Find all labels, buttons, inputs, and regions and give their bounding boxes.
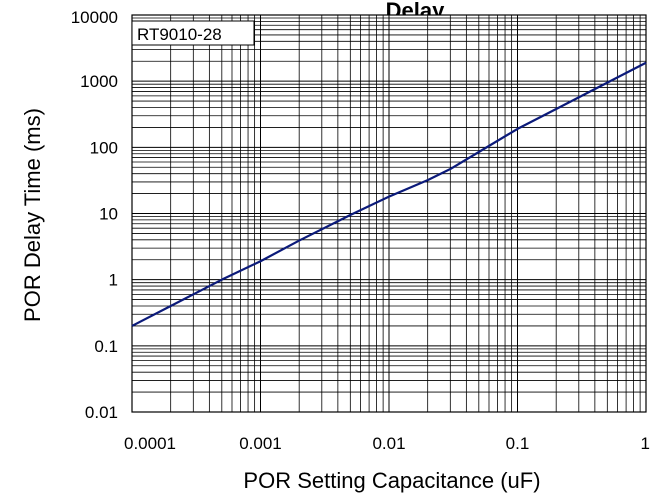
y-tick-label: 1000 bbox=[80, 72, 118, 91]
x-axis-title: POR Setting Capacitance (uF) bbox=[243, 468, 540, 493]
plot-area bbox=[131, 14, 647, 413]
y-tick-label: 1 bbox=[109, 271, 118, 290]
x-tick-label: 0.001 bbox=[239, 434, 282, 453]
y-axis-ticks: 0.01 0.1 1 10 100 1000 10000 bbox=[71, 8, 118, 422]
plot-frame bbox=[131, 14, 647, 413]
y-tick-label: 100 bbox=[90, 138, 118, 157]
device-label: RT9010-28 bbox=[137, 25, 222, 44]
device-label-box: RT9010-28 bbox=[131, 20, 255, 46]
x-axis-ticks: 0.0001 0.001 0.01 0.1 1 bbox=[124, 434, 650, 453]
device-label-frame bbox=[131, 20, 255, 46]
series-line bbox=[131, 61, 647, 327]
y-axis-title: POR Delay Time (ms) bbox=[20, 108, 45, 322]
x-tick-label: 0.01 bbox=[372, 434, 405, 453]
y-tick-label: 10 bbox=[99, 205, 118, 224]
x-tick-label: 0.0001 bbox=[124, 434, 176, 453]
x-tick-label: 0.1 bbox=[506, 434, 530, 453]
x-tick-label: 1 bbox=[641, 434, 650, 453]
y-tick-label: 0.01 bbox=[85, 403, 118, 422]
y-tick-label: 10000 bbox=[71, 8, 118, 27]
y-tick-label: 0.1 bbox=[94, 337, 118, 356]
